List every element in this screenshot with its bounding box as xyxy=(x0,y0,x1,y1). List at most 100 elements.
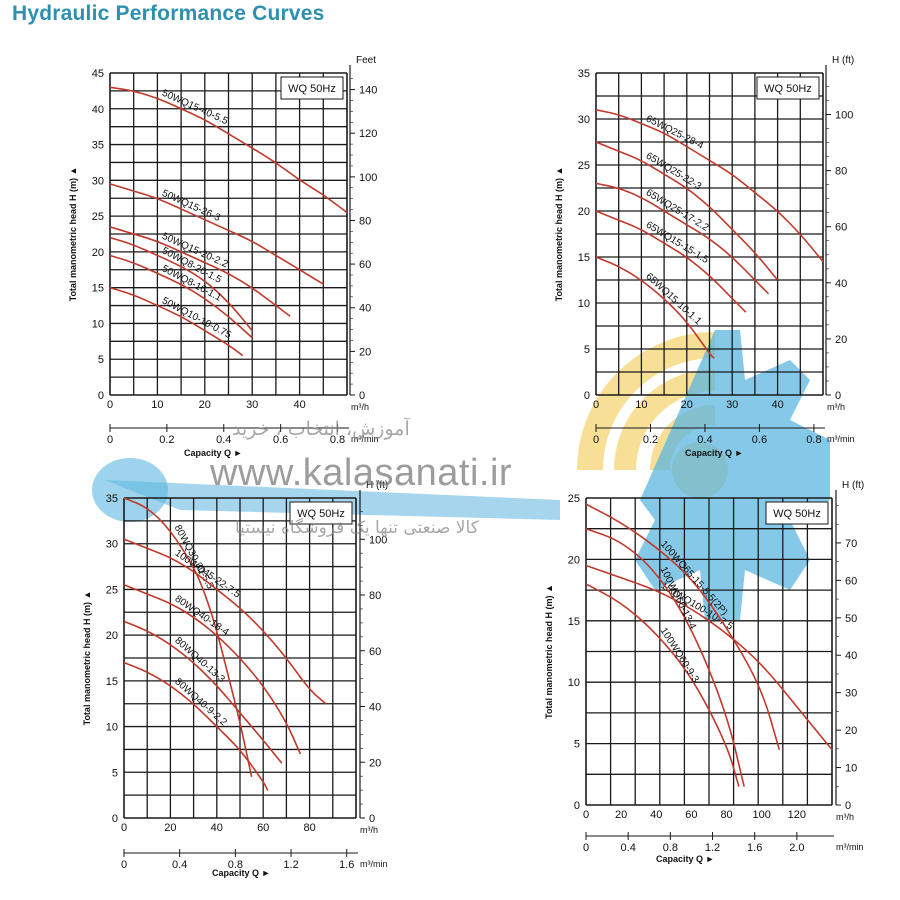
x-tick-label: 10 xyxy=(635,399,647,411)
secondary-x-tick-label: 0 xyxy=(121,859,127,871)
right-axis-tick-label: 20 xyxy=(359,346,371,358)
secondary-x-tick-label: 0.2 xyxy=(159,434,174,446)
right-axis-tick-label: 20 xyxy=(835,334,847,346)
series-curve xyxy=(595,109,824,263)
secondary-x-tick-label: 0.6 xyxy=(752,434,767,446)
right-axis-tick-label: 60 xyxy=(359,259,371,271)
secondary-x-tick-label: 0.8 xyxy=(330,434,345,446)
y-tick-label: 25 xyxy=(578,160,590,172)
legend-box xyxy=(289,501,353,525)
chart-1: 020406080100120140Feet051015202530354045… xyxy=(68,55,379,458)
series-label: 50WQ15-40-5.5 xyxy=(160,88,230,128)
right-axis-tick-label: 10 xyxy=(845,763,857,775)
secondary-x-axis-unit: m³/min xyxy=(360,859,388,869)
right-axis-tick-label: 40 xyxy=(845,650,857,662)
x-axis-label: Capacity Q ► xyxy=(685,448,743,458)
x-tick-label: 20 xyxy=(681,399,693,411)
x-tick-label: 0 xyxy=(593,399,599,411)
legend-box-label: WQ 50Hz xyxy=(288,83,336,95)
y-tick-label: 35 xyxy=(106,493,118,505)
y-tick-label: 35 xyxy=(92,140,104,152)
right-axis-tick-label: 80 xyxy=(359,215,371,227)
x-tick-label: 30 xyxy=(246,399,258,411)
series-curve xyxy=(123,497,253,778)
right-axis-tick-label: 0 xyxy=(369,813,375,825)
legend-box-label: WQ 50Hz xyxy=(297,508,345,520)
right-axis-unit: H (ft) xyxy=(842,480,864,491)
legend-box xyxy=(756,76,820,100)
x-axis-unit: m³/h xyxy=(360,825,378,835)
secondary-x-tick-label: 0.8 xyxy=(663,842,678,854)
series-curve xyxy=(109,226,291,317)
y-tick-label: 5 xyxy=(574,739,580,751)
secondary-x-tick-label: 1.6 xyxy=(339,859,354,871)
y-tick-label: 25 xyxy=(92,211,104,223)
series-curve xyxy=(585,527,745,787)
y-tick-label: 15 xyxy=(106,676,118,688)
right-axis-unit: H (ft) xyxy=(366,480,388,491)
right-axis-tick-label: 0 xyxy=(845,800,851,812)
series-curve xyxy=(109,286,244,357)
y-tick-label: 10 xyxy=(568,677,580,689)
x-tick-label: 100 xyxy=(753,809,771,821)
x-tick-label: 0 xyxy=(583,809,589,821)
series-label: 80WQ40-18-4 xyxy=(173,594,231,639)
chart-2: 0 20 40 60 80 100 H (ft) 0 5 10 15 20 25 30 35 0 10 20 30 4… xyxy=(554,55,855,458)
secondary-x-tick-label: 0.8 xyxy=(806,434,821,446)
secondary-x-tick-label: 0.4 xyxy=(621,842,636,854)
y-tick-label: 20 xyxy=(106,630,118,642)
chart-4: 0 10 20 30 40 50 60 70 H (ft) 0 5 10 15 20 25 0 20 40 60 80… xyxy=(544,480,864,864)
y-tick-label: 45 xyxy=(92,68,104,80)
right-axis-tick-label: 30 xyxy=(845,688,857,700)
right-axis-tick-label: 140 xyxy=(359,85,377,97)
right-axis-unit: Feet xyxy=(356,55,376,66)
x-axis-label: Capacity Q ► xyxy=(212,868,270,878)
right-axis-tick-label: 100 xyxy=(369,534,387,546)
right-axis-tick-label: 80 xyxy=(369,590,381,602)
page-title: Hydraulic Performance Curves xyxy=(12,2,325,25)
secondary-x-axis-unit: m³/min xyxy=(351,434,379,444)
series-label: 65WQ25-22-3 xyxy=(644,151,704,193)
secondary-x-tick-label: 1.2 xyxy=(283,859,298,871)
series-label: 50WQ15-26-3 xyxy=(160,188,222,224)
series-curve xyxy=(109,183,324,285)
x-tick-label: 20 xyxy=(164,822,176,834)
x-axis-unit: m³/h xyxy=(836,812,854,822)
legend-box-label: WQ 50Hz xyxy=(773,508,821,520)
right-axis-unit: H (ft) xyxy=(832,55,854,66)
secondary-x-axis-unit: m³/min xyxy=(827,434,855,444)
series-curve xyxy=(109,254,253,339)
x-tick-label: 40 xyxy=(211,822,223,834)
x-axis-unit: m³/h xyxy=(827,402,845,412)
y-axis-label: Total manometric head H (m) ▲ xyxy=(554,167,564,302)
x-tick-label: 20 xyxy=(615,809,627,821)
right-axis-tick-label: 40 xyxy=(359,303,371,315)
secondary-x-tick-label: 0 xyxy=(593,434,599,446)
right-axis-tick-label: 40 xyxy=(369,702,381,714)
series-label: 80WQ40-9-2.2 xyxy=(172,676,229,728)
y-tick-label: 10 xyxy=(92,318,104,330)
series-curve xyxy=(109,86,348,214)
series-curve xyxy=(585,503,781,750)
secondary-x-tick-label: 0.2 xyxy=(643,434,658,446)
right-axis-tick-label: 70 xyxy=(845,538,857,550)
secondary-x-tick-label: 0.4 xyxy=(172,859,187,871)
series-curve xyxy=(595,210,747,313)
secondary-x-tick-label: 0.4 xyxy=(697,434,712,446)
y-tick-label: 30 xyxy=(92,175,104,187)
right-axis-tick-label: 60 xyxy=(845,575,857,587)
x-tick-label: 0 xyxy=(107,399,113,411)
y-tick-label: 25 xyxy=(106,584,118,596)
x-axis-label: Capacity Q ► xyxy=(184,448,242,458)
y-tick-label: 20 xyxy=(568,554,580,566)
y-tick-label: 5 xyxy=(112,767,118,779)
watermark-url: www.kalasanati.ir xyxy=(210,452,513,494)
series-curve xyxy=(595,141,779,281)
y-tick-label: 25 xyxy=(568,493,580,505)
y-tick-label: 40 xyxy=(92,104,104,116)
y-tick-label: 10 xyxy=(578,298,590,310)
y-tick-label: 5 xyxy=(98,354,104,366)
series-curve xyxy=(595,256,715,359)
x-tick-label: 10 xyxy=(151,399,163,411)
